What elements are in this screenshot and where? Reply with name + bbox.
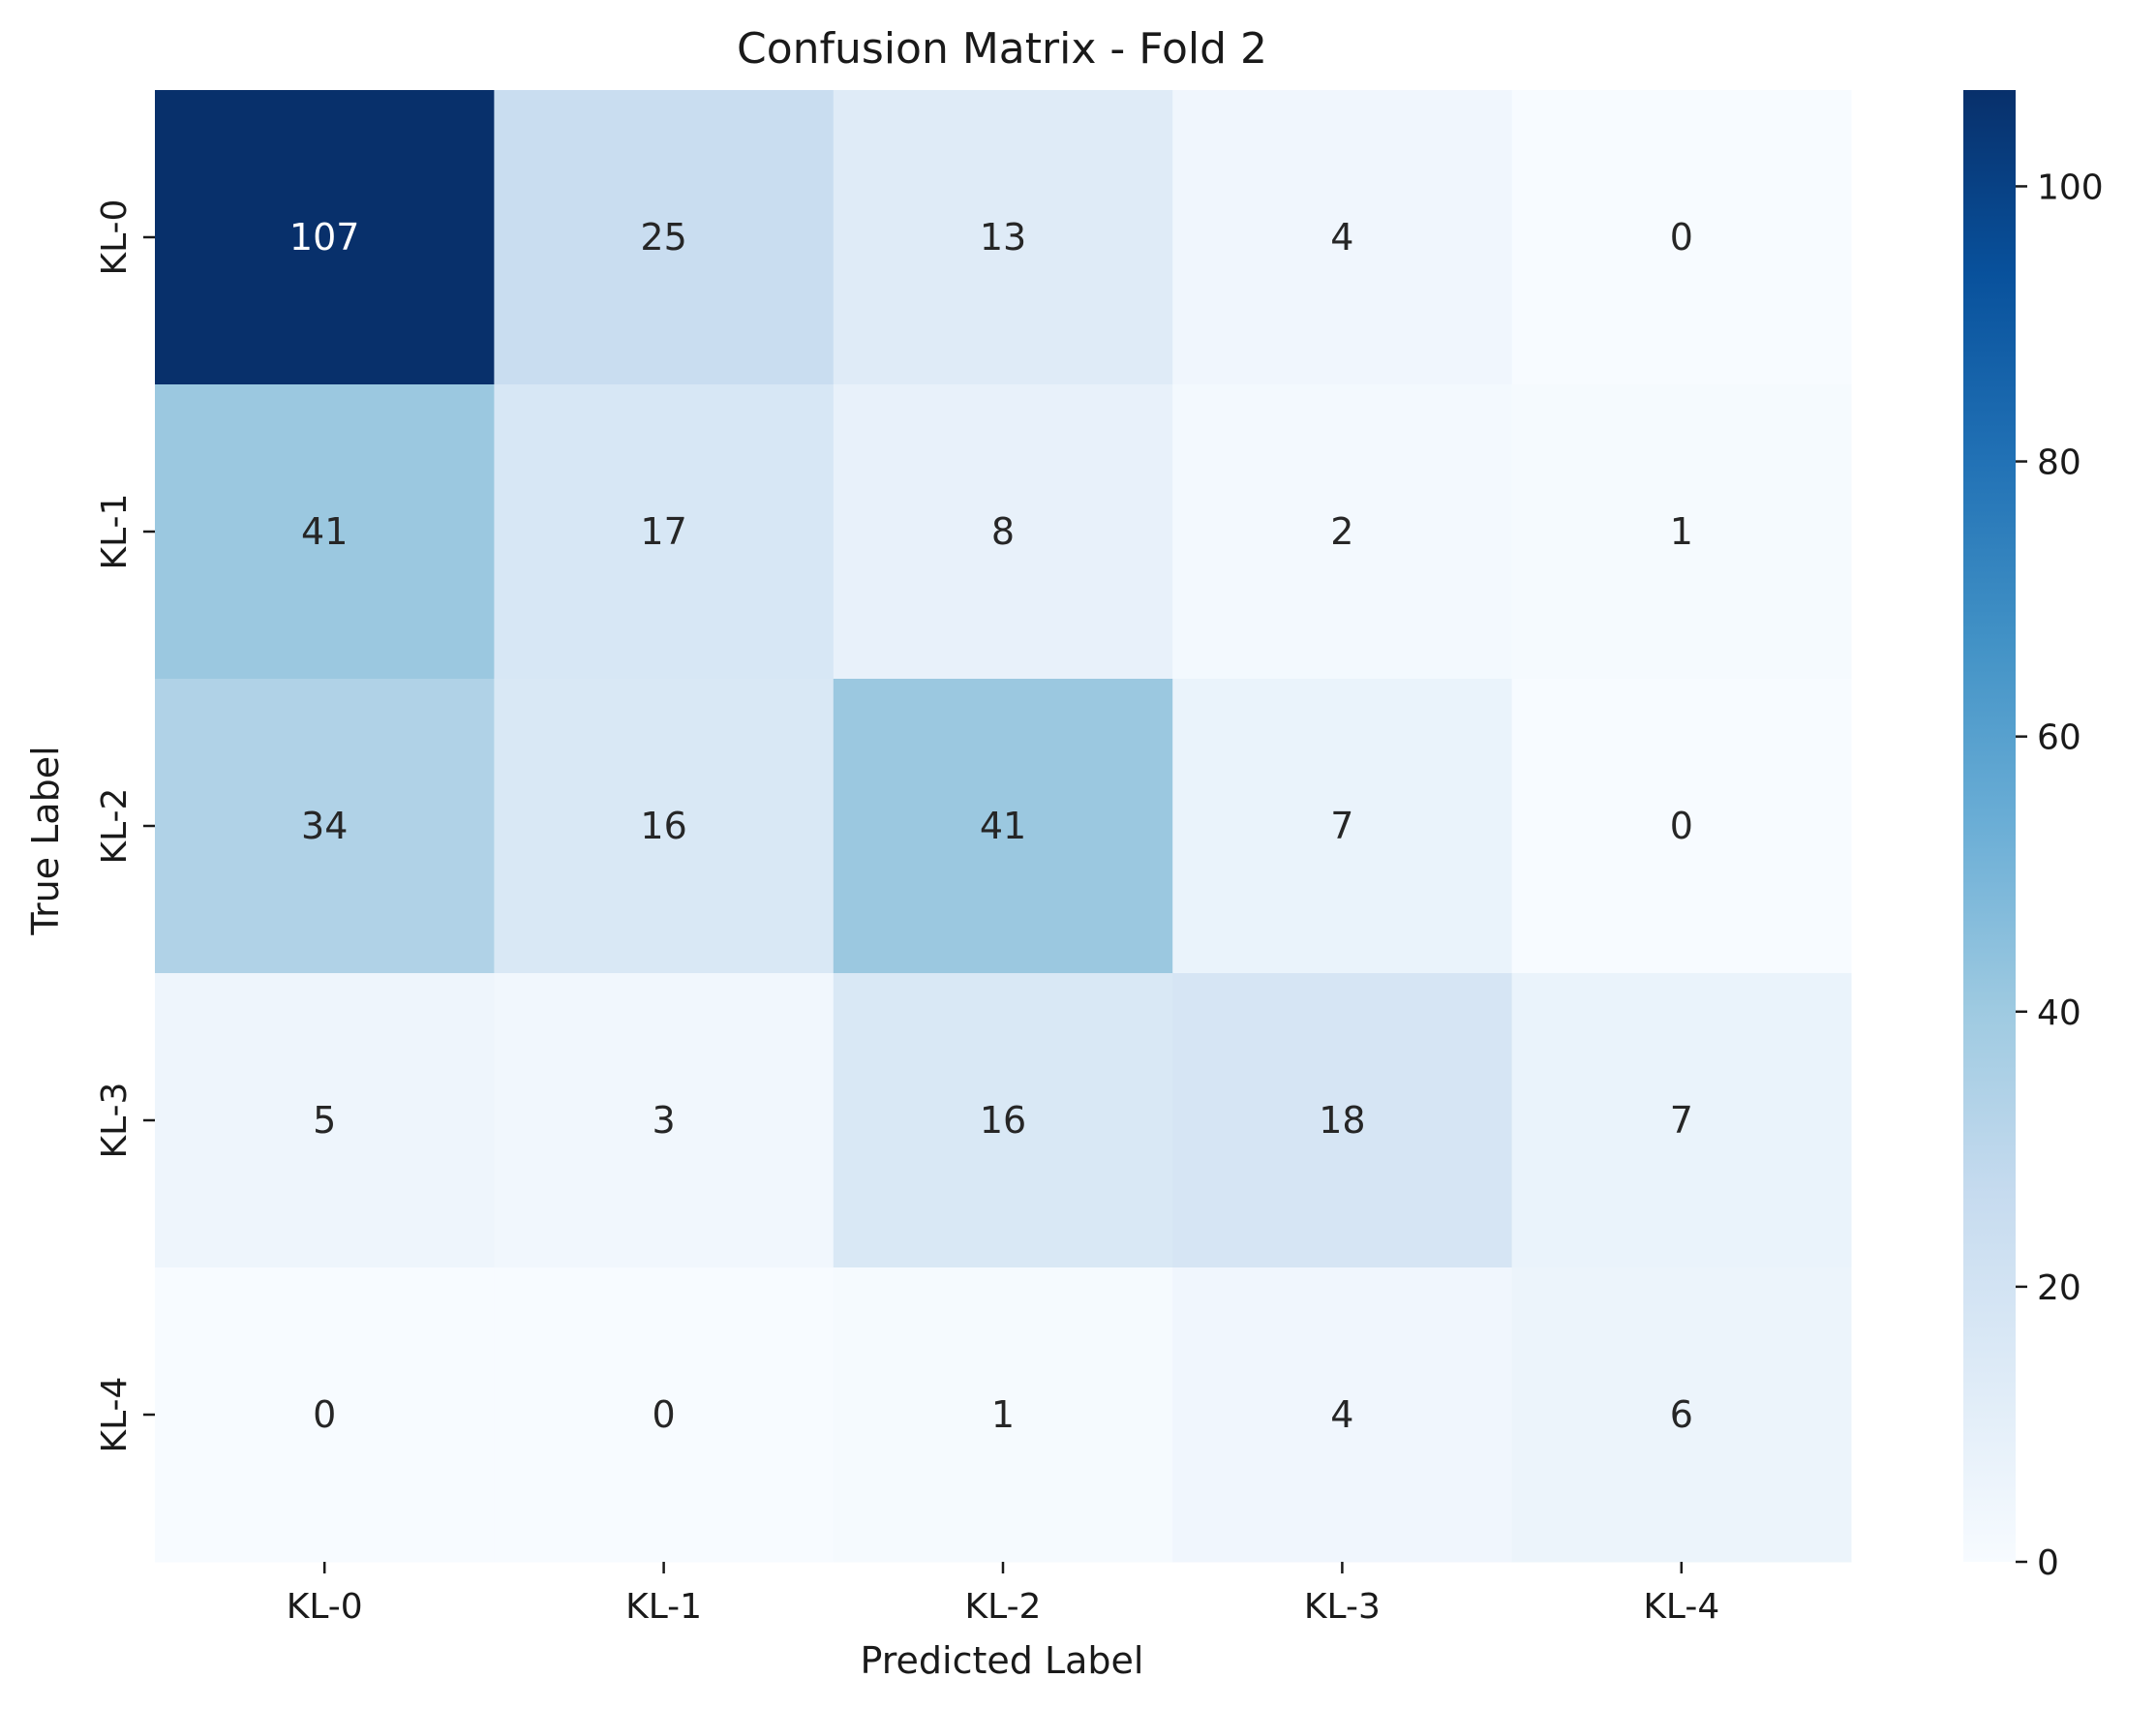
cell-value-label: 4 <box>1330 1393 1353 1436</box>
y-axis: KL-0 KL-1 KL-2 KL-3 KL-4 <box>95 199 155 1453</box>
heatmap-cell-r3-c0 <box>155 973 495 1268</box>
heatmap-cell-r2-c3 <box>1172 679 1513 974</box>
cell-value-label: 18 <box>1319 1099 1365 1142</box>
cell-value-label: 0 <box>1670 805 1693 847</box>
cell-value-label: 5 <box>313 1099 336 1142</box>
cell-value-label: 1 <box>991 1393 1015 1436</box>
heatmap-grid: 107 25 13 4 041 17 8 2 134 16 41 7 05 3 16 18 70 0 1 4 6 <box>155 90 1852 1563</box>
heatmap-cell-r2-c2 <box>833 679 1173 974</box>
x-tick-label: KL-1 <box>625 1587 702 1627</box>
heatmap-cell-r2-c0 <box>155 679 495 974</box>
cell-value-label: 0 <box>313 1393 336 1436</box>
y-tick-label: KL-3 <box>95 1083 135 1159</box>
heatmap-cell-r4-c3 <box>1172 1267 1513 1563</box>
heatmap-cell-r2-c4 <box>1511 679 1852 974</box>
heatmap-cell-r0-c3 <box>1172 90 1513 385</box>
cell-value-label: 16 <box>640 805 686 847</box>
colorbar <box>1963 90 2016 1562</box>
colorbar-tick-label: 40 <box>2037 993 2081 1033</box>
x-tick-label: KL-0 <box>287 1587 363 1627</box>
heatmap-cell-r4-c2 <box>833 1267 1173 1563</box>
cell-value-label: 3 <box>653 1099 676 1142</box>
y-tick-label: KL-2 <box>95 788 135 865</box>
heatmap-cell-r4-c4 <box>1511 1267 1852 1563</box>
cell-value-label: 6 <box>1670 1393 1693 1436</box>
colorbar-tick-label: 60 <box>2037 718 2081 758</box>
cell-value-label: 41 <box>980 805 1026 847</box>
colorbar-tick-label: 20 <box>2037 1268 2081 1308</box>
cell-value-label: 2 <box>1330 510 1353 553</box>
y-axis-label: True Label <box>24 746 67 935</box>
heatmap-cell-r4-c0 <box>155 1267 495 1563</box>
cell-value-label: 1 <box>1670 510 1693 553</box>
y-tick-label: KL-1 <box>95 494 135 570</box>
heatmap-cell-r3-c3 <box>1172 973 1513 1268</box>
cell-value-label: 41 <box>301 510 348 553</box>
heatmap-cell-r1-c2 <box>833 384 1173 680</box>
cell-value-label: 4 <box>1330 216 1353 259</box>
x-tick-label: KL-3 <box>1304 1587 1381 1627</box>
heatmap-cell-r1-c0 <box>155 384 495 680</box>
heatmap-cell-r3-c4 <box>1511 973 1852 1268</box>
cell-value-label: 13 <box>980 216 1026 259</box>
heatmap-cell-r0-c4 <box>1511 90 1852 385</box>
colorbar-axis: 0 20 40 60 80 100 <box>2016 168 2104 1583</box>
heatmap-cell-r3-c2 <box>833 973 1173 1268</box>
heatmap-cell-r1-c4 <box>1511 384 1852 680</box>
chart-title: Confusion Matrix - Fold 2 <box>737 24 1267 74</box>
cell-value-label: 17 <box>640 510 686 553</box>
cell-value-label: 25 <box>640 216 686 259</box>
heatmap-cell-r0-c1 <box>494 90 835 385</box>
x-tick-label: KL-4 <box>1643 1587 1719 1627</box>
cell-value-label: 8 <box>991 510 1015 553</box>
heatmap-cell-r1-c3 <box>1172 384 1513 680</box>
colorbar-tick-label: 100 <box>2037 168 2104 207</box>
heatmap-cell-r3-c1 <box>494 973 835 1268</box>
cell-value-label: 0 <box>653 1393 676 1436</box>
cell-value-label: 7 <box>1670 1099 1693 1142</box>
y-tick-label: KL-0 <box>95 199 135 276</box>
heatmap-cell-r1-c1 <box>494 384 835 680</box>
cell-value-label: 0 <box>1670 216 1693 259</box>
cell-value-label: 34 <box>301 805 348 847</box>
colorbar-tick-label: 80 <box>2037 443 2081 483</box>
heatmap-cell-r0-c0 <box>155 90 495 385</box>
heatmap-cell-r2-c1 <box>494 679 835 974</box>
heatmap-cell-r4-c1 <box>494 1267 835 1563</box>
y-tick-label: KL-4 <box>95 1377 135 1453</box>
heatmap-cell-r0-c2 <box>833 90 1173 385</box>
x-axis: KL-0 KL-1 KL-2 KL-3 KL-4 <box>287 1562 1719 1627</box>
x-axis-label: Predicted Label <box>861 1639 1144 1682</box>
x-tick-label: KL-2 <box>965 1587 1042 1627</box>
cell-value-label: 16 <box>980 1099 1026 1142</box>
cell-value-label: 7 <box>1330 805 1353 847</box>
colorbar-tick-label: 0 <box>2037 1543 2059 1583</box>
cell-value-label: 107 <box>289 216 360 259</box>
